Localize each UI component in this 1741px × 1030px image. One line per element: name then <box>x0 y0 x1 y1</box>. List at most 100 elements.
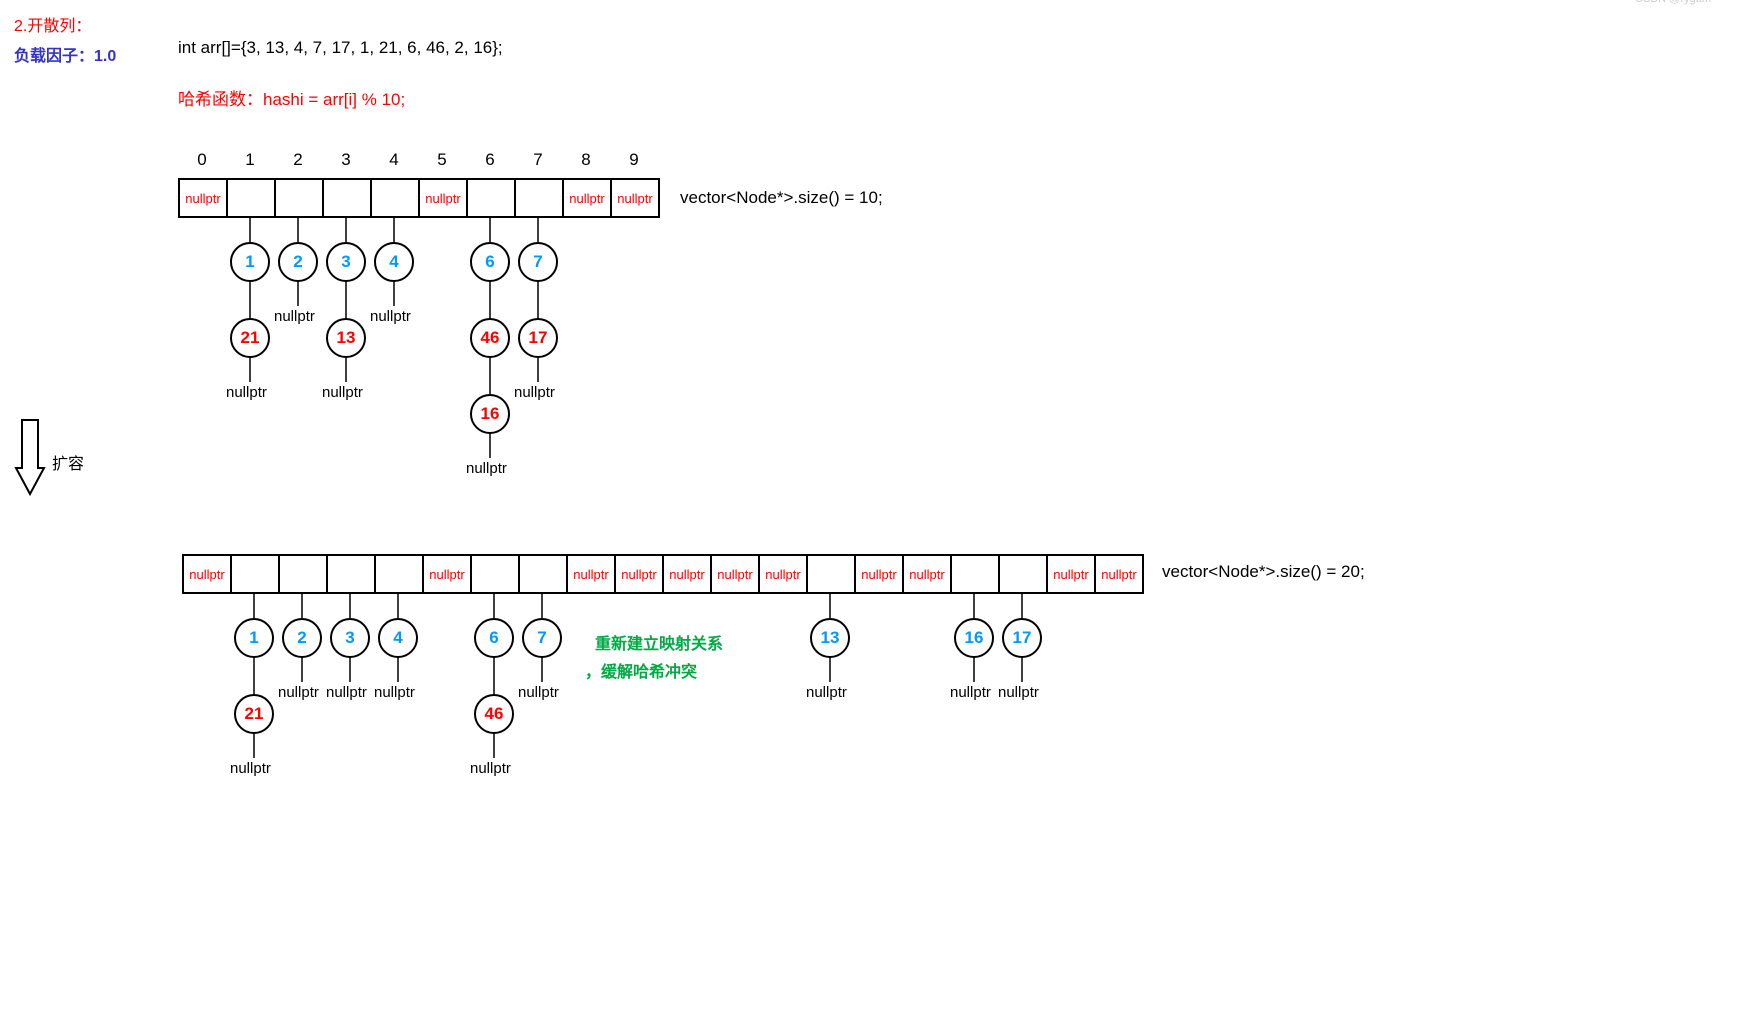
index-label: 1 <box>226 150 274 170</box>
chain-node: 21 <box>230 318 270 358</box>
nullptr-text: nullptr <box>621 567 656 582</box>
table-cell: nullptr <box>904 556 952 592</box>
index-label: 3 <box>322 150 370 170</box>
index-label: 9 <box>610 150 658 170</box>
nullptr-label: nullptr <box>322 384 363 401</box>
table-cell: nullptr <box>568 556 616 592</box>
table2-size: vector<Node*>.size() = 20; <box>1162 562 1365 582</box>
chain-node: 3 <box>326 242 366 282</box>
table-cell: nullptr <box>184 556 232 592</box>
title-line1: 2.开散列： <box>14 12 91 36</box>
expand-label: 扩容 <box>52 450 84 474</box>
nullptr-label: nullptr <box>278 684 319 701</box>
table-cell: nullptr <box>424 556 472 592</box>
index-label: 5 <box>418 150 466 170</box>
note-line2: ，缓解哈希冲突 <box>585 658 697 682</box>
chain-node: 6 <box>474 618 514 658</box>
index-label: 0 <box>178 150 226 170</box>
table-cell: nullptr <box>1048 556 1096 592</box>
nullptr-label: nullptr <box>518 684 559 701</box>
table-cell <box>468 180 516 216</box>
table-cell <box>1000 556 1048 592</box>
expand-arrow-icon <box>12 418 50 498</box>
table1: nullptr nullptr nullptr nullptr <box>178 178 660 218</box>
note-line1: 重新建立映射关系 <box>595 630 723 654</box>
table1-size: vector<Node*>.size() = 10; <box>680 188 883 208</box>
title-line2: 负载因子：1.0 <box>14 42 116 66</box>
table-cell: nullptr <box>612 180 658 216</box>
chain-node: 46 <box>474 694 514 734</box>
table-cell: nullptr <box>180 180 228 216</box>
index-label: 8 <box>562 150 610 170</box>
chain-node: 7 <box>518 242 558 282</box>
chain-node: 13 <box>810 618 850 658</box>
table-cell <box>228 180 276 216</box>
table-cell <box>808 556 856 592</box>
table-cell: nullptr <box>616 556 664 592</box>
table-cell <box>516 180 564 216</box>
nullptr-text: nullptr <box>617 191 652 206</box>
table2: nullptr nullptr nullptr nullptr nullptr nullp… <box>182 554 1144 594</box>
table-cell <box>276 180 324 216</box>
chain-node: 17 <box>518 318 558 358</box>
nullptr-label: nullptr <box>326 684 367 701</box>
table-cell <box>372 180 420 216</box>
table-cell <box>520 556 568 592</box>
nullptr-label: nullptr <box>806 684 847 701</box>
table-cell: nullptr <box>712 556 760 592</box>
nullptr-text: nullptr <box>429 567 464 582</box>
chain-node: 1 <box>234 618 274 658</box>
nullptr-text: nullptr <box>765 567 800 582</box>
table-cell <box>328 556 376 592</box>
chain-node: 1 <box>230 242 270 282</box>
chain-node: 7 <box>522 618 562 658</box>
nullptr-label: nullptr <box>470 760 511 777</box>
chain-node: 4 <box>374 242 414 282</box>
nullptr-label: nullptr <box>370 308 411 325</box>
nullptr-text: nullptr <box>909 567 944 582</box>
table-cell: nullptr <box>856 556 904 592</box>
nullptr-text: nullptr <box>569 191 604 206</box>
chain-node: 13 <box>326 318 366 358</box>
nullptr-text: nullptr <box>573 567 608 582</box>
nullptr-text: nullptr <box>669 567 704 582</box>
watermark: CSDN @rygttm <box>1635 0 1711 5</box>
nullptr-label: nullptr <box>950 684 991 701</box>
chain-node: 2 <box>278 242 318 282</box>
index-label: 4 <box>370 150 418 170</box>
chain-node: 3 <box>330 618 370 658</box>
nullptr-text: nullptr <box>1053 567 1088 582</box>
nullptr-text: nullptr <box>425 191 460 206</box>
chain-node: 16 <box>954 618 994 658</box>
table-cell: nullptr <box>564 180 612 216</box>
table-cell <box>472 556 520 592</box>
chain-node: 2 <box>282 618 322 658</box>
chain-node: 21 <box>234 694 274 734</box>
nullptr-text: nullptr <box>861 567 896 582</box>
index-label: 7 <box>514 150 562 170</box>
nullptr-label: nullptr <box>230 760 271 777</box>
arr-declaration: int arr[]={3, 13, 4, 7, 17, 1, 21, 6, 46… <box>178 38 503 58</box>
table-cell: nullptr <box>760 556 808 592</box>
table-cell <box>376 556 424 592</box>
chain-node: 6 <box>470 242 510 282</box>
hash-function: 哈希函数：hashi = arr[i] % 10; <box>178 85 405 110</box>
chain-node: 16 <box>470 394 510 434</box>
table-cell <box>232 556 280 592</box>
nullptr-label: nullptr <box>466 460 507 477</box>
table1-indices: 0123456789 <box>178 150 658 170</box>
nullptr-label: nullptr <box>374 684 415 701</box>
nullptr-label: nullptr <box>226 384 267 401</box>
table-cell: nullptr <box>664 556 712 592</box>
table-cell <box>952 556 1000 592</box>
chain-node: 46 <box>470 318 510 358</box>
index-label: 2 <box>274 150 322 170</box>
chain-node: 17 <box>1002 618 1042 658</box>
nullptr-label: nullptr <box>514 384 555 401</box>
table-cell <box>280 556 328 592</box>
nullptr-text: nullptr <box>185 191 220 206</box>
nullptr-text: nullptr <box>1101 567 1136 582</box>
index-label: 6 <box>466 150 514 170</box>
nullptr-label: nullptr <box>998 684 1039 701</box>
table-cell: nullptr <box>1096 556 1142 592</box>
